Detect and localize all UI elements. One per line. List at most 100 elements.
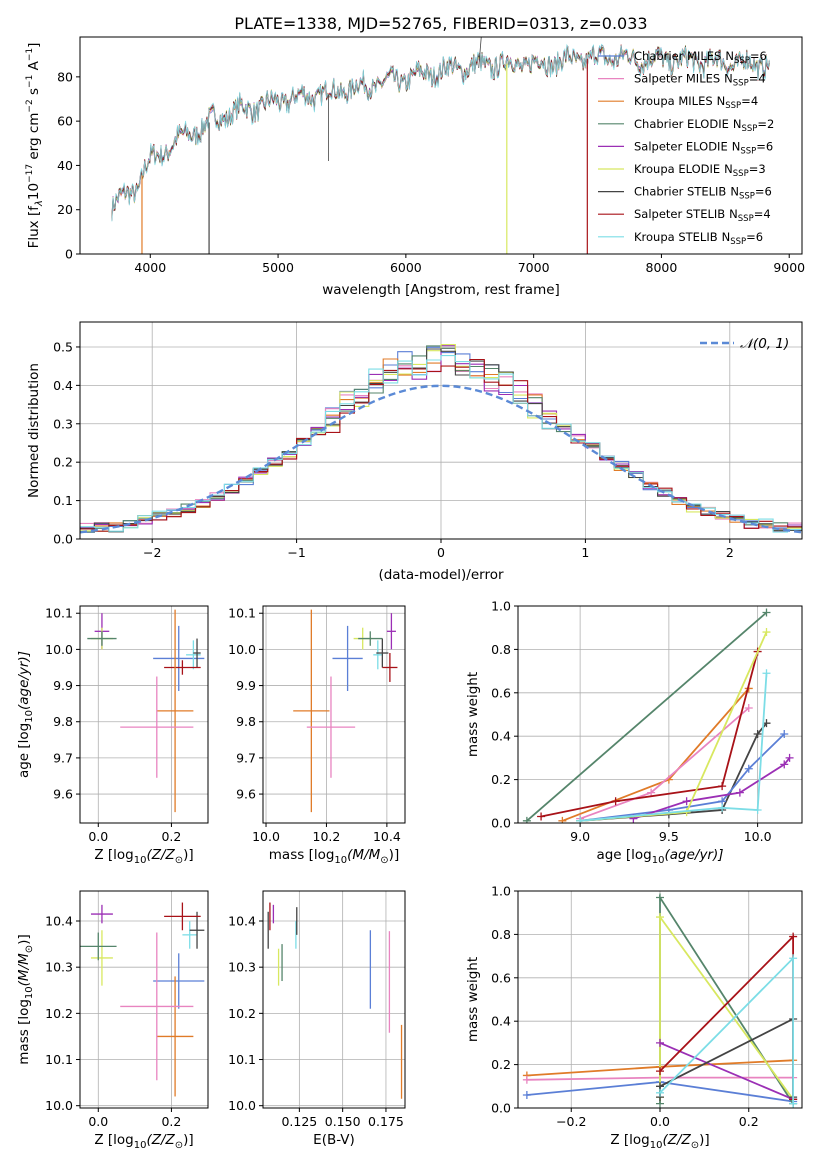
label-part: (M/M <box>347 847 380 863</box>
weight-marker <box>762 628 771 637</box>
panel-residuals: −2 −1 0 1 2 0.0 0.1 0.2 0.3 0.4 0.5 𝒩(0, 1) (data-mo… <box>26 321 803 583</box>
label-part: SSP <box>740 146 756 156</box>
y-tick-label: 0.1 <box>53 493 73 508</box>
y-axis-label: mass weight <box>465 672 481 757</box>
label-part: 6 <box>756 230 763 244</box>
spectrum-spike <box>478 37 482 69</box>
y-tick-label: 10.4 <box>45 914 73 929</box>
label-part: age [log <box>16 723 32 778</box>
weight-marker <box>785 753 794 762</box>
y-tick-label: 10.0 <box>228 1098 256 1113</box>
label-part: −1 <box>25 75 35 88</box>
x-tick-label: 0 <box>437 545 445 560</box>
label-part: 6 <box>765 185 772 199</box>
label-part: (M/M <box>16 953 32 986</box>
axes-frame <box>79 36 803 255</box>
y-tick-label: 0.8 <box>491 642 511 657</box>
label-part: = <box>746 230 756 244</box>
y-tick-label: 0 <box>65 247 73 262</box>
weight-marker <box>780 730 789 739</box>
label-part: 10 <box>334 855 347 866</box>
y-tick-label: 9.8 <box>236 714 256 729</box>
weight-marker <box>780 760 789 769</box>
y-tick-label: 0.2 <box>53 455 73 470</box>
y-axis-label: age [log10(age/yr)] <box>16 651 35 778</box>
label-part: SSP <box>739 192 755 202</box>
label-part: −2 <box>25 99 35 112</box>
label-part: 3 <box>758 162 765 176</box>
label-part: N <box>722 230 731 244</box>
legend-entry: Chabrier MILES NSSP=6 <box>634 49 767 66</box>
y-tick-label: 20 <box>57 202 73 217</box>
plot-area <box>80 344 802 534</box>
weight-marker <box>762 608 771 617</box>
label-part: ⊙ <box>175 855 183 866</box>
x-tick-label: 0.0 <box>650 1114 670 1129</box>
weight-marker <box>789 1099 798 1108</box>
x-tick-label: −0.2 <box>556 1114 586 1129</box>
label-part: 6 <box>766 139 773 153</box>
weight-line <box>659 956 794 1104</box>
label-part: SSP <box>738 214 754 224</box>
weight-marker <box>522 816 531 823</box>
label-part: age [log <box>596 847 651 863</box>
label-part: erg cm <box>26 113 42 164</box>
y-tick-label: 0.6 <box>491 970 511 985</box>
weight-marker <box>537 812 546 821</box>
plot-area <box>111 37 770 254</box>
x-tick-label: 9.5 <box>659 829 679 844</box>
label-part: (Z/Z <box>662 1132 691 1148</box>
weight-line <box>540 651 759 818</box>
weight-marker <box>744 703 753 712</box>
label-part: SSP <box>733 79 749 89</box>
panel-age_vs_z: 0.0 0.29.69.79.89.910.010.1Z [log10(Z/Z⊙)… <box>16 605 209 866</box>
weight-line <box>659 1042 794 1101</box>
label-part: )] <box>389 847 400 863</box>
weight-marker <box>558 816 567 823</box>
gaussian-curve <box>80 384 802 534</box>
x-tick-label: 9.0 <box>570 829 590 844</box>
weight-marker <box>522 1075 531 1084</box>
panel-age_vs_mass: 10.0 10.2 10.4 9.6 9.7 9.8 9.9 10.0 10.1 mass [lo… <box>228 605 406 866</box>
label-part: = <box>749 72 759 86</box>
label-part: N <box>733 117 742 131</box>
label-part: )] <box>699 1132 710 1148</box>
label-part: = <box>754 207 764 221</box>
label-part: SSP <box>730 237 746 247</box>
weight-line <box>579 707 750 820</box>
label-part: ⊙ <box>380 855 388 866</box>
weight-marker <box>656 893 664 902</box>
x-axis-label: mass [log10(M/M⊙)] <box>269 847 399 866</box>
x-tick-label: 0.0 <box>88 1114 108 1129</box>
label-part: = <box>750 49 760 63</box>
x-tick-label: 7000 <box>518 260 550 275</box>
label-part: 10 <box>24 710 35 723</box>
label-part: 10 <box>26 183 42 200</box>
plot-area <box>267 902 403 1099</box>
weight-marker <box>682 797 691 806</box>
y-tick-label: 1.0 <box>491 599 511 614</box>
label-part: = <box>741 94 751 108</box>
y-tick-label: 10.3 <box>45 960 73 975</box>
label-part: = <box>757 117 767 131</box>
label-part: N <box>724 162 733 176</box>
label-part: λ <box>34 200 45 207</box>
x-tick-label: 0.175 <box>368 1114 404 1129</box>
label-part: SSP <box>741 124 757 134</box>
label-part: )] <box>183 847 194 863</box>
label-part: SSP <box>725 101 741 111</box>
weight-marker <box>611 797 620 806</box>
y-tick-label: 0.0 <box>491 1101 511 1116</box>
y-tick-label: 80 <box>57 69 73 84</box>
label-part: 10 <box>652 855 665 866</box>
label-part: Salpeter MILES <box>634 72 720 86</box>
label-part: N <box>724 72 733 86</box>
x-tick-label: −1 <box>287 545 305 560</box>
x-tick-label: 10.2 <box>313 829 341 844</box>
plot-area <box>87 609 205 813</box>
weight-marker <box>744 764 753 773</box>
y-tick-label: 9.9 <box>236 678 256 693</box>
y-tick-label: 10.0 <box>45 642 73 657</box>
x-tick-label: 0.125 <box>281 1114 317 1129</box>
label-part: Z [log <box>610 1132 649 1148</box>
